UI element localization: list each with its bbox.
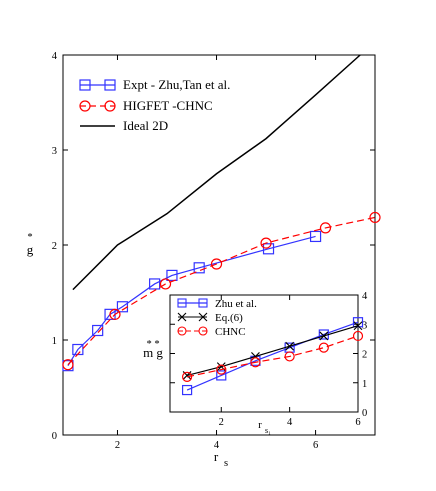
inset-legend-entry-eq6: Eq.(6) [177, 312, 243, 324]
inset-series-line-2 [186, 335, 359, 378]
inset-x-axis-title: r [258, 419, 262, 431]
inset-y-tick-label: 0 [362, 408, 367, 419]
legend-square-marker [104, 79, 116, 91]
inset-circle-point [181, 371, 193, 382]
main-circle-point [159, 278, 172, 290]
inset-square-point [352, 317, 364, 328]
legend-label: Expt - Zhu,Tan et al. [123, 77, 230, 92]
main-square-point [92, 324, 104, 337]
legend-label: Zhu et al. [215, 298, 257, 310]
inset-series-line-1 [186, 325, 359, 377]
inset-x-point [319, 331, 329, 341]
legend-label: HIGFET -CHNC [123, 98, 213, 113]
main-series-line-1 [67, 216, 376, 366]
main-circle-point [210, 258, 223, 270]
legend-label: Eq.(6) [215, 312, 243, 324]
inset-circle-point [352, 330, 364, 342]
inset-circle-point [250, 357, 261, 368]
main-square-point [149, 278, 161, 290]
legend-circle-marker [79, 100, 91, 112]
main-legend: Expt - Zhu,Tan et al. HIGFET -CHNC Ideal… [79, 77, 230, 133]
main-x-axis-title-sub: s [224, 458, 228, 469]
inset-series-line-0 [186, 321, 359, 391]
inset-y-tick-label: 1 [362, 379, 367, 390]
inset-circle-point [284, 351, 295, 362]
main-x-tick-label: 4 [214, 440, 220, 451]
main-circle-point [109, 308, 121, 320]
main-y-axis-title: g [27, 242, 34, 257]
inset-y-tick-label: 4 [362, 291, 368, 302]
legend-entry-higfet: HIGFET -CHNC [79, 98, 213, 113]
main-circle-point [319, 222, 332, 234]
main-x-tick-label: 2 [115, 440, 120, 451]
main-square-point [166, 269, 178, 281]
inset-axes: 2 4 60 1 2 3 4 [170, 291, 368, 428]
inset-x-tick-label: 4 [287, 417, 293, 428]
inset-y-axis-title: m g [143, 345, 163, 360]
legend-x-marker [177, 312, 208, 322]
inset-legend: Zhu et al. Eq.(6) CHNC [177, 298, 257, 338]
inset-legend-entry-chnc: CHNC [177, 326, 246, 338]
inset-y-tick-label: 2 [362, 350, 367, 361]
legend-circle-marker [177, 326, 187, 336]
main-circle-point [369, 211, 381, 224]
legend-square-marker [198, 298, 208, 308]
main-y-axis-title-sup: * [27, 232, 32, 243]
inset-x-tick-label: 2 [219, 417, 224, 428]
inset-square-point [181, 384, 193, 396]
main-series-line-0 [67, 235, 316, 366]
main-series-layer [62, 54, 381, 372]
inset-x-point [353, 321, 363, 331]
inset-x-tick-label: 6 [355, 417, 360, 428]
inset-circle-point [318, 342, 329, 353]
legend-square-marker [79, 79, 91, 91]
main-series-line-2 [72, 54, 361, 291]
legend-entry-expt: Expt - Zhu,Tan et al. [79, 77, 230, 92]
main-y-tick-label: 1 [52, 336, 57, 347]
legend-entry-ideal: Ideal 2D [80, 118, 168, 133]
inset-y-tick-label: 3 [362, 320, 367, 331]
main-x-tick-label: 6 [313, 440, 318, 451]
inset-x-point [285, 341, 295, 351]
main-x-axis-title: r [214, 449, 219, 464]
inset-legend-entry-zhu: Zhu et al. [177, 298, 257, 310]
main-square-point [262, 243, 275, 255]
main-square-point [193, 262, 205, 274]
inset-y-axis-title-sup: * * [146, 339, 159, 350]
main-y-tick-label: 0 [52, 431, 57, 442]
legend-square-marker [177, 298, 187, 308]
inset-square-point [216, 370, 227, 381]
legend-label: Ideal 2D [123, 118, 168, 133]
main-circle-point [260, 237, 272, 249]
main-circle-point [62, 359, 74, 371]
main-y-tick-label: 2 [52, 241, 57, 252]
legend-label: CHNC [215, 326, 246, 338]
main-y-tick-label: 3 [52, 146, 57, 157]
legend-circle-marker [104, 100, 116, 112]
legend-circle-marker [198, 326, 208, 336]
main-y-tick-label: 4 [52, 51, 58, 62]
main-square-point [309, 230, 322, 243]
inset-circle-point [216, 364, 227, 375]
inset-series-layer [181, 317, 364, 396]
inset-x-axis-title-sub: s₁ [265, 426, 271, 435]
